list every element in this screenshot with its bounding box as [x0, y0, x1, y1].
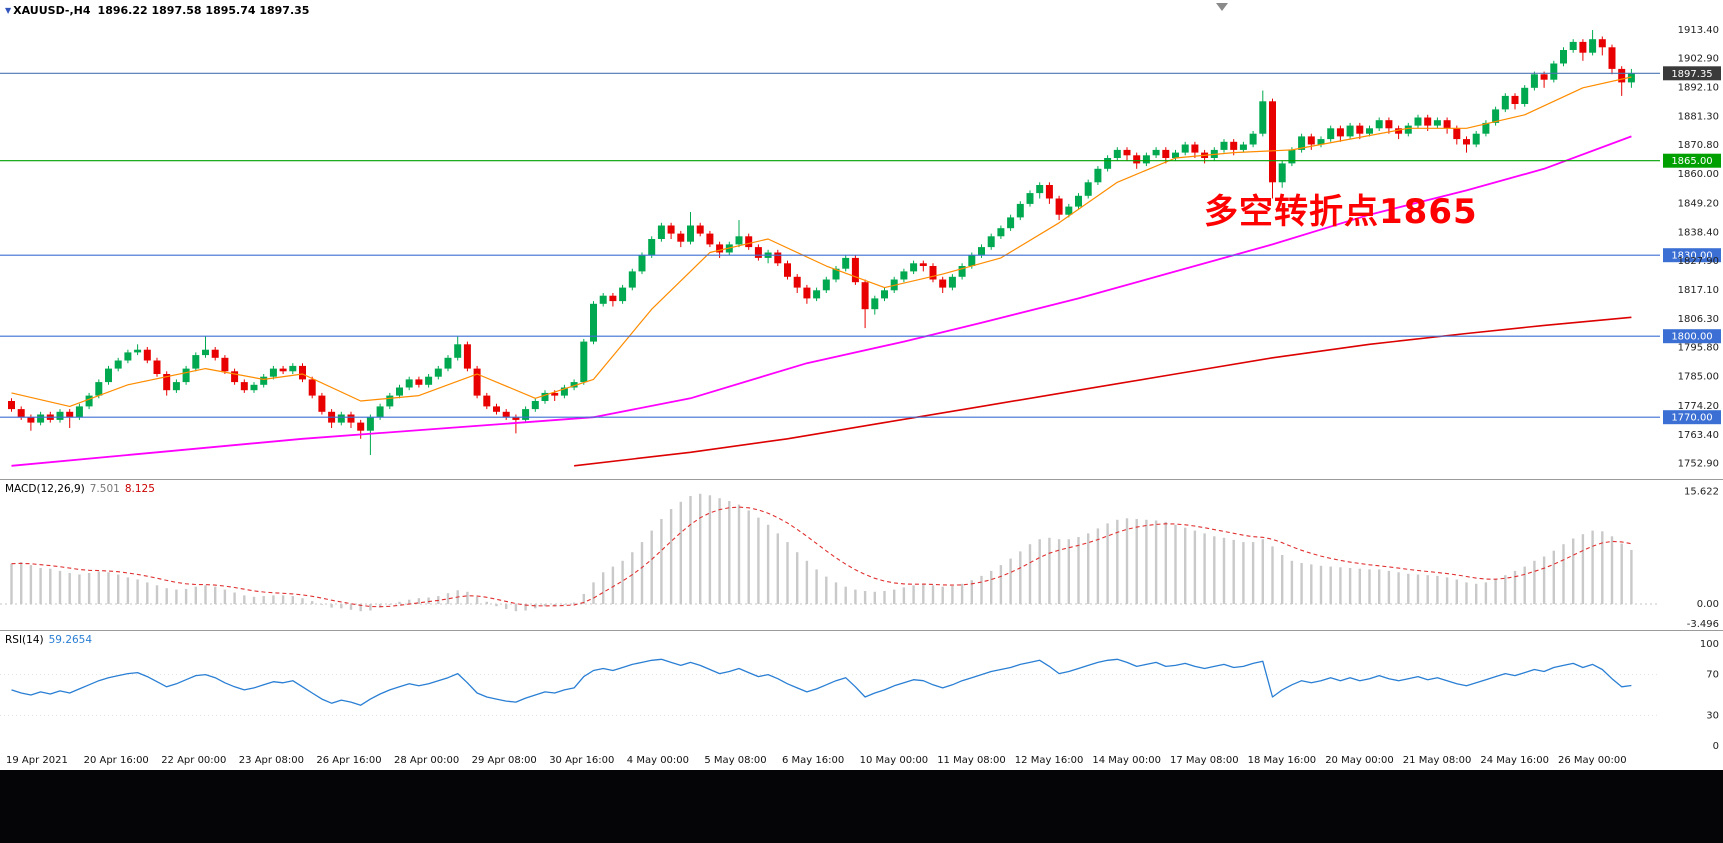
time-axis-label: 28 Apr 00:00: [394, 755, 460, 766]
svg-text:1860.00: 1860.00: [1678, 169, 1719, 180]
time-axis-label: 22 Apr 00:00: [161, 755, 227, 766]
rsi-name: RSI(14): [5, 634, 44, 646]
time-axis-label: 11 May 08:00: [937, 755, 1006, 766]
macd-panel[interactable]: 15.622 0.00 -3.496: [0, 480, 1723, 630]
macd-scale[interactable]: 15.622 0.00 -3.496: [1684, 487, 1719, 631]
svg-text:1892.10: 1892.10: [1678, 83, 1719, 94]
svg-text:1785.00: 1785.00: [1678, 372, 1719, 383]
rsi-scale[interactable]: 100 70 30 0: [1700, 639, 1719, 751]
time-axis-label: 26 Apr 16:00: [316, 755, 382, 766]
svg-text:1865.00: 1865.00: [1671, 156, 1712, 167]
price-tag: [1663, 329, 1721, 344]
bottom-bar: [0, 770, 1723, 843]
ma-slow: [574, 316, 1632, 467]
time-axis-label: 19 Apr 2021: [6, 755, 68, 766]
time-axis-label: 5 May 08:00: [704, 755, 767, 766]
time-axis-label: 4 May 00:00: [626, 755, 690, 766]
symbol-period-label: XAUUSD-,H4: [13, 4, 91, 17]
macd-header: MACD(12,26,9) 7.501 8.125: [5, 483, 155, 495]
chart-shift-marker-icon[interactable]: [1216, 3, 1228, 11]
svg-text:1902.90: 1902.90: [1678, 53, 1719, 64]
time-axis-label: 18 May 16:00: [1247, 755, 1317, 766]
price-scale[interactable]: 1913.40 1902.90 1892.10 1881.30 1870.80 1860.…: [1678, 25, 1719, 469]
collapse-triangle-icon[interactable]: ▼: [5, 6, 12, 15]
svg-text:1849.20: 1849.20: [1678, 198, 1719, 209]
time-axis-label: 17 May 08:00: [1170, 755, 1239, 766]
time-axis-label: 12 May 16:00: [1014, 755, 1084, 766]
svg-text:30: 30: [1706, 710, 1719, 721]
chart-title: ▼ XAUUSD-,H4 1896.22 1897.58 1895.74 1897.…: [5, 4, 309, 17]
svg-text:-3.496: -3.496: [1687, 619, 1719, 630]
time-axis[interactable]: 19 Apr 2021 20 Apr 16:00 22 Apr 00:00 23 Ap…: [0, 752, 1723, 770]
svg-text:0.00: 0.00: [1697, 599, 1719, 610]
ma-mid: [11, 135, 1632, 467]
macd-value: 7.501: [89, 483, 120, 495]
ohlc-values: 1896.22 1897.58 1895.74 1897.35: [97, 4, 310, 17]
macd-histogram: [10, 493, 1633, 612]
panel-separator[interactable]: [0, 630, 1723, 631]
price-tag: [1663, 410, 1721, 425]
rsi-line: [11, 658, 1632, 706]
macd-name: MACD(12,26,9): [5, 483, 85, 495]
svg-text:1806.30: 1806.30: [1678, 314, 1719, 325]
rsi-panel[interactable]: 100 70 30 0: [0, 631, 1723, 751]
time-axis-label: 21 May 08:00: [1402, 755, 1472, 766]
time-axis-label: 23 Apr 08:00: [238, 755, 304, 766]
svg-text:1774.20: 1774.20: [1678, 401, 1719, 412]
ma-lines: [11, 76, 1632, 467]
svg-text:1830.00: 1830.00: [1671, 251, 1712, 262]
price-tag: [1663, 248, 1721, 263]
ma-fast: [11, 76, 1632, 407]
price-tag: [1663, 153, 1721, 168]
rsi-value: 59.2654: [48, 634, 93, 646]
svg-text:1763.40: 1763.40: [1678, 430, 1719, 441]
svg-text:1795.80: 1795.80: [1678, 343, 1719, 354]
time-axis-label: 29 Apr 08:00: [471, 755, 537, 766]
svg-text:1752.90: 1752.90: [1678, 458, 1719, 469]
time-axis-label: 20 Apr 16:00: [83, 755, 149, 766]
price-tag: [1663, 66, 1721, 81]
horizontal-levels[interactable]: 1897.35 1865.00 1830.00 1800.00 1770.00: [0, 66, 1721, 425]
time-axis-label: 6 May 16:00: [782, 755, 845, 766]
svg-text:1800.00: 1800.00: [1671, 332, 1712, 343]
svg-text:0: 0: [1713, 741, 1719, 751]
time-axis-label: 30 Apr 16:00: [549, 755, 615, 766]
time-axis-label: 10 May 00:00: [859, 755, 929, 766]
time-axis-label: 26 May 00:00: [1558, 755, 1627, 766]
svg-text:1838.40: 1838.40: [1678, 228, 1719, 239]
time-axis-label: 24 May 16:00: [1480, 755, 1549, 766]
svg-text:1897.35: 1897.35: [1671, 69, 1712, 80]
svg-text:1827.90: 1827.90: [1678, 256, 1719, 267]
time-axis-label: 20 May 00:00: [1325, 755, 1394, 766]
svg-text:70: 70: [1706, 670, 1719, 681]
panel-separator[interactable]: [0, 479, 1723, 480]
macd-signal-value: 8.125: [124, 483, 155, 495]
main-chart-panel[interactable]: 1897.351865.001830.001800.001770.001913.…: [0, 0, 1723, 479]
svg-text:1817.10: 1817.10: [1678, 285, 1719, 296]
rsi-level-lines: [0, 674, 1660, 716]
svg-text:15.622: 15.622: [1684, 487, 1719, 498]
svg-text:1881.30: 1881.30: [1678, 112, 1719, 123]
svg-text:1770.00: 1770.00: [1671, 413, 1712, 424]
text-annotation[interactable]: 多空转折点1865: [1204, 192, 1478, 232]
svg-text:100: 100: [1700, 639, 1719, 650]
candles: [8, 30, 1635, 455]
rsi-header: RSI(14) 59.2654: [5, 634, 92, 646]
time-axis-label: 14 May 00:00: [1092, 755, 1161, 766]
svg-text:1870.80: 1870.80: [1678, 140, 1719, 151]
svg-text:1913.40: 1913.40: [1678, 25, 1719, 36]
macd-signal-line: [11, 506, 1632, 608]
